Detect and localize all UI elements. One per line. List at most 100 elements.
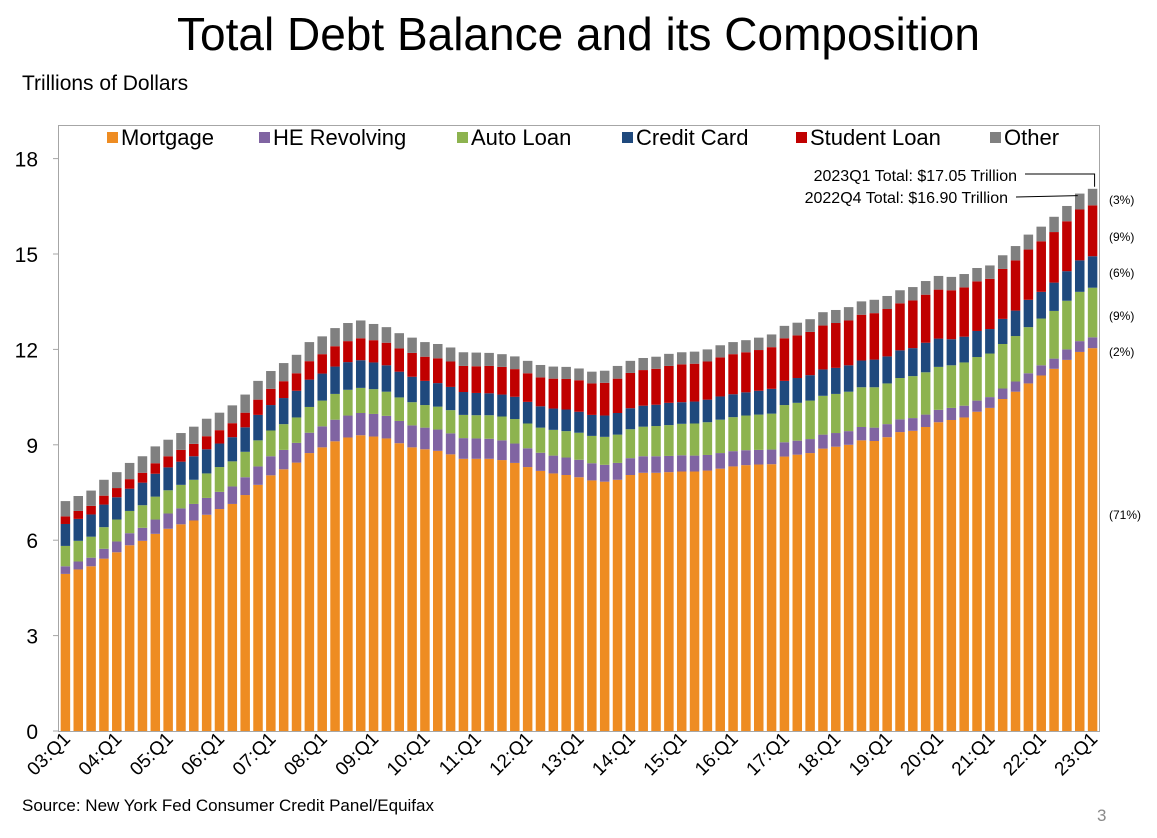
bar-segment-mortgage <box>818 448 828 731</box>
bar-segment-credit-card <box>664 402 674 426</box>
bar-segment-credit-card <box>972 330 982 358</box>
bar-segment-mortgage <box>972 411 982 731</box>
bar-segment-credit-card <box>394 371 404 398</box>
bar-segment-other <box>972 267 982 282</box>
bar-segment-other <box>1023 234 1034 250</box>
legend-label: Credit Card <box>636 125 748 150</box>
bar-segment-he-revolving <box>420 427 430 450</box>
bar-segment-other <box>895 290 905 304</box>
bar-segment-credit-card <box>754 390 764 415</box>
share-label: (2%) <box>1109 345 1134 359</box>
bar-segment-mortgage <box>522 467 533 731</box>
bar-segment-he-revolving <box>124 533 135 546</box>
bar-segment-student-loan <box>1074 209 1085 261</box>
bar-segment-credit-card <box>86 514 96 537</box>
bar-segment-other <box>137 456 148 473</box>
bar-segment-credit-card <box>497 394 507 417</box>
bar-segment-student-loan <box>150 463 161 474</box>
bar-segment-student-loan <box>124 479 135 489</box>
bar-segment-auto-loan <box>535 427 546 453</box>
bar-segment-credit-card <box>240 427 250 452</box>
bar-segment-student-loan <box>458 365 469 393</box>
bar-segment-credit-card <box>433 383 443 407</box>
x-tick-label: 12:Q1 <box>486 729 537 780</box>
bar-segment-other <box>638 357 648 371</box>
bar-segment-auto-loan <box>985 353 995 398</box>
bar-segment-credit-card <box>522 401 533 424</box>
bar-segment-student-loan <box>651 368 661 405</box>
bar-segment-other <box>1049 216 1059 233</box>
bar-segment-other <box>433 343 443 359</box>
bar-segment-auto-loan <box>625 429 636 459</box>
bar-segment-auto-loan <box>124 510 135 534</box>
y-tick-labels: 0 3 6 9 12 15 18 <box>15 149 38 744</box>
bar-segment-other <box>291 354 302 374</box>
bar-segment-auto-loan <box>227 461 238 487</box>
bar-segment-mortgage <box>343 437 353 731</box>
bar-segment-other <box>458 352 469 366</box>
bar-segment-he-revolving <box>355 413 366 436</box>
bar-segment-mortgage <box>355 435 366 731</box>
bar-segment-credit-card <box>266 405 276 431</box>
bar-segment-auto-loan <box>150 496 161 520</box>
bar-segment-he-revolving <box>856 426 867 441</box>
bar-segment-other <box>124 462 135 480</box>
bar-segment-mortgage <box>1010 391 1021 731</box>
bar-segment-student-loan <box>946 290 957 340</box>
bar-segment-mortgage <box>266 475 276 731</box>
bar-segment-other <box>355 320 366 339</box>
bar-segment-credit-card <box>407 376 417 403</box>
bar-segment-mortgage <box>407 447 417 731</box>
bar-segment-credit-card <box>561 409 571 432</box>
bar-segment-mortgage <box>587 480 597 731</box>
bar-segment-he-revolving <box>253 466 263 485</box>
bar-segment-credit-card <box>278 398 289 425</box>
bar-segment-credit-card <box>1074 260 1085 292</box>
bar-segment-student-loan <box>625 372 636 409</box>
bar-segment-he-revolving <box>304 432 315 454</box>
bar-segment-credit-card <box>946 339 957 366</box>
bar-segment-credit-card <box>253 414 263 441</box>
bar-segment-auto-loan <box>831 393 841 434</box>
bar-segment-other <box>420 342 430 357</box>
bar-segment-other <box>201 418 212 437</box>
bar-segment-mortgage <box>150 533 161 731</box>
bar-segment-mortgage <box>1023 383 1034 731</box>
bar-segment-he-revolving <box>214 491 225 510</box>
bar-segment-student-loan <box>535 377 546 407</box>
bar-segment-student-loan <box>843 320 854 366</box>
bar-segment-auto-loan <box>920 372 931 415</box>
bar-segment-mortgage <box>1087 348 1098 731</box>
bar-segment-other <box>625 360 636 373</box>
x-tick-label: 10:Q1 <box>383 729 434 780</box>
bar-segment-student-loan <box>548 378 559 409</box>
bar-segment-auto-loan <box>1036 318 1046 366</box>
bar-segment-mortgage <box>458 458 469 731</box>
bar-segment-mortgage <box>882 437 892 731</box>
bar-segment-mortgage <box>317 447 327 731</box>
legend: Mortgage HE Revolving Auto Loan Credit Card… <box>107 125 1059 150</box>
bar-segment-student-loan <box>895 303 905 351</box>
bar-segment-auto-loan <box>651 426 661 457</box>
bar-segment-auto-loan <box>599 436 610 465</box>
bar-segment-he-revolving <box>985 397 995 408</box>
bar-segment-credit-card <box>1036 291 1046 319</box>
bar-segment-other <box>214 412 225 431</box>
bar-segment-auto-loan <box>882 383 892 425</box>
legend-swatch <box>107 132 118 143</box>
bar-segment-student-loan <box>201 436 212 450</box>
bar-segment-mortgage <box>997 399 1008 731</box>
bar-segment-he-revolving <box>805 439 815 454</box>
bar-segment-he-revolving <box>73 561 84 570</box>
bar-segment-other <box>445 347 456 362</box>
bar-segment-credit-card <box>343 362 353 390</box>
bar-segment-other <box>856 301 867 315</box>
bar-segment-credit-card <box>368 362 379 390</box>
bar-segment-other <box>240 394 250 413</box>
bar-segment-student-loan <box>330 346 340 367</box>
bar-segment-he-revolving <box>625 458 636 476</box>
bar-segment-auto-loan <box>676 423 687 456</box>
bar-segment-he-revolving <box>60 566 71 574</box>
bar-segment-student-loan <box>420 356 430 381</box>
bar-segment-other <box>754 337 764 351</box>
